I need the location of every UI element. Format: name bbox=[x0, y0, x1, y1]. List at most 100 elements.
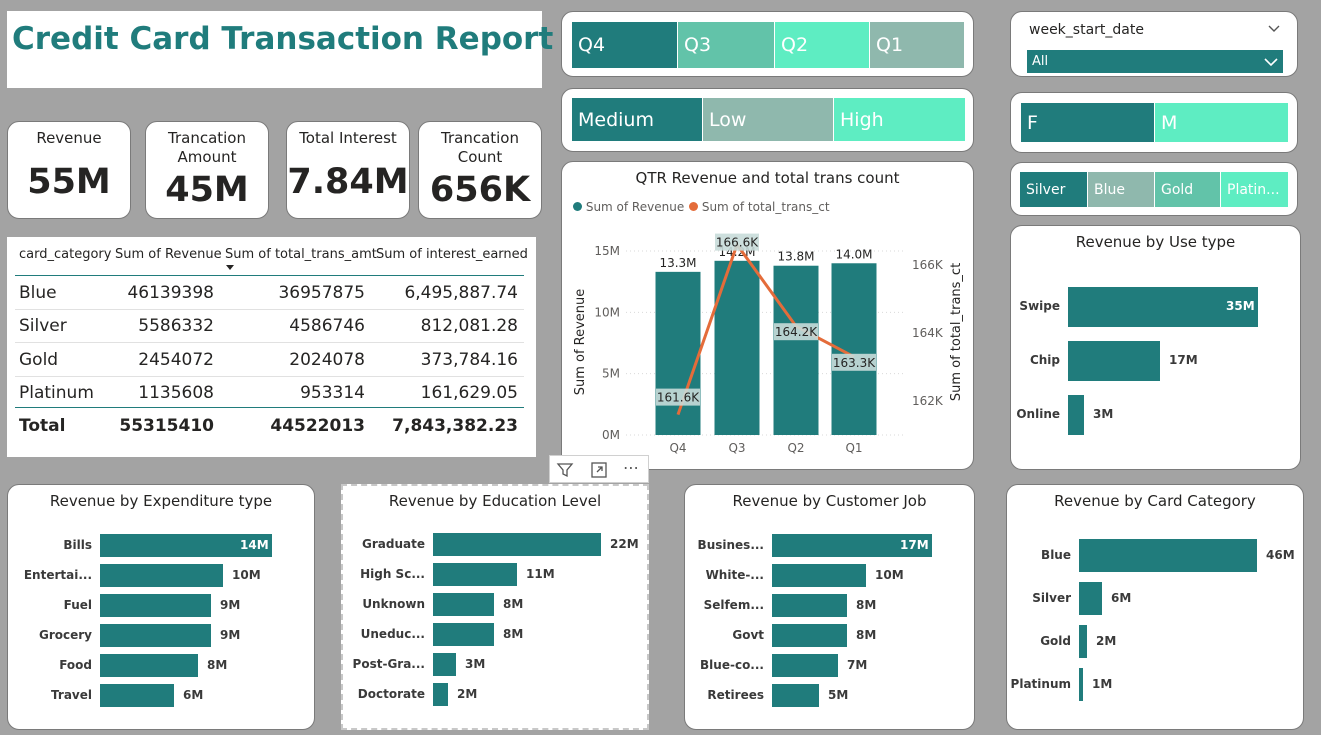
slicer-chip-q2[interactable]: Q2 bbox=[775, 22, 870, 68]
bar[interactable] bbox=[772, 534, 932, 557]
slicer-chip-m[interactable]: M bbox=[1155, 103, 1288, 142]
bar[interactable] bbox=[433, 623, 494, 646]
chevron-down-icon[interactable] bbox=[1267, 24, 1281, 34]
bar-category-label: Bills bbox=[63, 537, 92, 552]
bar[interactable] bbox=[100, 534, 272, 557]
filter-icon[interactable] bbox=[556, 461, 574, 479]
bar-category-label: Chip bbox=[1029, 353, 1060, 367]
table-header-card-category[interactable]: card_category bbox=[19, 247, 112, 262]
bar[interactable] bbox=[772, 564, 866, 587]
slicer-chip-high[interactable]: High bbox=[834, 98, 965, 141]
kpi-value: 7.84M bbox=[287, 162, 409, 202]
bar[interactable] bbox=[772, 684, 819, 707]
legend-item-revenue[interactable]: Sum of Revenue bbox=[573, 200, 684, 214]
bar[interactable] bbox=[100, 624, 211, 647]
bar-category-label: Doctorate bbox=[357, 686, 425, 701]
bar[interactable] bbox=[1068, 395, 1084, 435]
slicer-chip-medium[interactable]: Medium bbox=[572, 98, 703, 141]
kpi-card-revenue[interactable]: Revenue 55M bbox=[7, 121, 131, 219]
bar-data-label: 8M bbox=[503, 626, 524, 641]
quarter-slicer-chips: Q4 Q3 Q2 Q1 bbox=[572, 22, 964, 68]
y-tick-label: 10M bbox=[594, 305, 620, 319]
bar[interactable] bbox=[1068, 341, 1160, 381]
table-cell: Platinum bbox=[19, 383, 94, 403]
bar[interactable] bbox=[1068, 287, 1258, 327]
more-options-icon[interactable]: ⋯ bbox=[623, 458, 640, 477]
table-cell: Blue bbox=[19, 283, 57, 303]
slicer-chip-platinum[interactable]: Platin... bbox=[1221, 172, 1288, 207]
table-total-cell: 55315410 bbox=[119, 416, 214, 436]
slicer-chip-blue[interactable]: Blue bbox=[1088, 172, 1155, 207]
kpi-card-total-interest[interactable]: Total Interest 7.84M bbox=[286, 121, 410, 219]
use-type-bars[interactable]: Swipe 35M Chip 17M Online 3M bbox=[1011, 226, 1302, 471]
bar[interactable] bbox=[433, 563, 517, 586]
quarter-slicer: Q4 Q3 Q2 Q1 bbox=[561, 11, 974, 77]
bar-category-label: High Sc... bbox=[360, 566, 425, 581]
week-start-date-dropdown[interactable]: All bbox=[1027, 50, 1283, 73]
line-data-label: 166.6K bbox=[716, 236, 759, 250]
slicer-chip-q4[interactable]: Q4 bbox=[572, 22, 678, 68]
bar[interactable] bbox=[1079, 625, 1087, 658]
bar[interactable] bbox=[772, 624, 847, 647]
kpi-card-transaction-amount[interactable]: Trancation Amount 45M bbox=[145, 121, 269, 219]
bar-category-label: Platinum bbox=[1010, 676, 1071, 691]
slicer-chip-f[interactable]: F bbox=[1021, 103, 1155, 142]
card-category-table[interactable]: card_category Sum of Revenue Sum of tota… bbox=[7, 237, 536, 457]
bar[interactable] bbox=[433, 593, 494, 616]
bar[interactable] bbox=[100, 564, 223, 587]
bar-data-label: 17M bbox=[1169, 353, 1198, 367]
kpi-label: Total Interest bbox=[299, 129, 397, 147]
bar-data-label: 1M bbox=[1092, 676, 1113, 691]
qtr-revenue-chart-card[interactable]: QTR Revenue and total trans count Sum of… bbox=[561, 161, 974, 470]
card-category-chart-card[interactable]: Revenue by Card Category Blue 46M Silver 6M… bbox=[1006, 484, 1304, 730]
sort-descending-icon bbox=[226, 265, 234, 270]
table-cell: 4586746 bbox=[289, 316, 365, 336]
bar-data-label: 6M bbox=[183, 687, 204, 702]
expenditure-type-chart-card[interactable]: Revenue by Expenditure type Bills 14M Ente… bbox=[7, 484, 315, 730]
bar-data-label: 22M bbox=[610, 536, 639, 551]
qtr-combo-chart[interactable]: 0M 5M 10M 15M 162K 164K 166K Sum of Revenue Sum … bbox=[562, 162, 975, 471]
table-cell: 6,495,887.74 bbox=[404, 283, 518, 303]
slicer-chip-q1[interactable]: Q1 bbox=[870, 22, 964, 68]
bar-category-label: Silver bbox=[1032, 590, 1071, 605]
use-type-chart-card[interactable]: Revenue by Use type Swipe 35M Chip 17M Onlin… bbox=[1010, 225, 1301, 470]
bar[interactable] bbox=[433, 683, 448, 706]
kpi-label: Trancation Amount bbox=[168, 129, 246, 166]
bar[interactable] bbox=[1079, 668, 1083, 701]
bar[interactable] bbox=[772, 594, 847, 617]
report-title: Credit Card Transaction Report bbox=[12, 21, 554, 57]
bar[interactable] bbox=[433, 653, 456, 676]
slicer-chip-silver[interactable]: Silver bbox=[1020, 172, 1088, 207]
bar[interactable] bbox=[772, 654, 838, 677]
table-header-sum-trans-amt[interactable]: Sum of total_trans_amt bbox=[225, 247, 377, 262]
legend-label: Sum of Revenue bbox=[585, 200, 685, 214]
bar[interactable] bbox=[100, 594, 211, 617]
bar[interactable] bbox=[100, 684, 174, 707]
table-header-sum-revenue[interactable]: Sum of Revenue bbox=[115, 247, 222, 262]
legend-item-trans-count[interactable]: Sum of total_trans_ct bbox=[689, 200, 830, 214]
kpi-card-transaction-count[interactable]: Trancation Count 656K bbox=[418, 121, 542, 219]
chart-title: QTR Revenue and total trans count bbox=[635, 169, 900, 187]
bar[interactable] bbox=[1079, 539, 1257, 572]
education-level-chart-card[interactable]: Revenue by Education Level Graduate 22M Hi… bbox=[341, 484, 649, 730]
chart-title: Revenue by Expenditure type bbox=[49, 492, 273, 510]
bar-data-label: 2M bbox=[1096, 633, 1117, 648]
expenditure-type-bars[interactable]: Bills 14M Entertai... 10M Fuel 9M Grocery 9M Foo… bbox=[8, 485, 316, 731]
bar[interactable] bbox=[1079, 582, 1102, 615]
table-cell: 2024078 bbox=[289, 350, 365, 370]
bar-data-label: 3M bbox=[1093, 407, 1114, 421]
table-header-sum-interest[interactable]: Sum of interest_earned bbox=[376, 247, 528, 262]
customer-job-bars[interactable]: Busines... 17M White-... 10M Selfem... 8M Govt… bbox=[685, 485, 976, 731]
slicer-chip-gold[interactable]: Gold bbox=[1155, 172, 1221, 207]
slicer-chip-q3[interactable]: Q3 bbox=[678, 22, 775, 68]
customer-job-chart-card[interactable]: Revenue by Customer Job Busines... 17M Whi… bbox=[684, 484, 975, 730]
bar-data-label: 13.3M bbox=[659, 256, 696, 270]
education-level-bars[interactable]: Graduate 22M High Sc... 11M Unknown 8M Uneduc.… bbox=[341, 484, 649, 730]
bar[interactable] bbox=[433, 533, 601, 556]
focus-mode-icon[interactable] bbox=[590, 461, 608, 479]
card-category-bars[interactable]: Blue 46M Silver 6M Gold 2M Platinum 1M bbox=[1007, 485, 1305, 731]
bar-data-label: 3M bbox=[465, 656, 486, 671]
slicer-chip-low[interactable]: Low bbox=[703, 98, 834, 141]
bar-category-label: Retirees bbox=[707, 687, 764, 702]
bar[interactable] bbox=[100, 654, 198, 677]
